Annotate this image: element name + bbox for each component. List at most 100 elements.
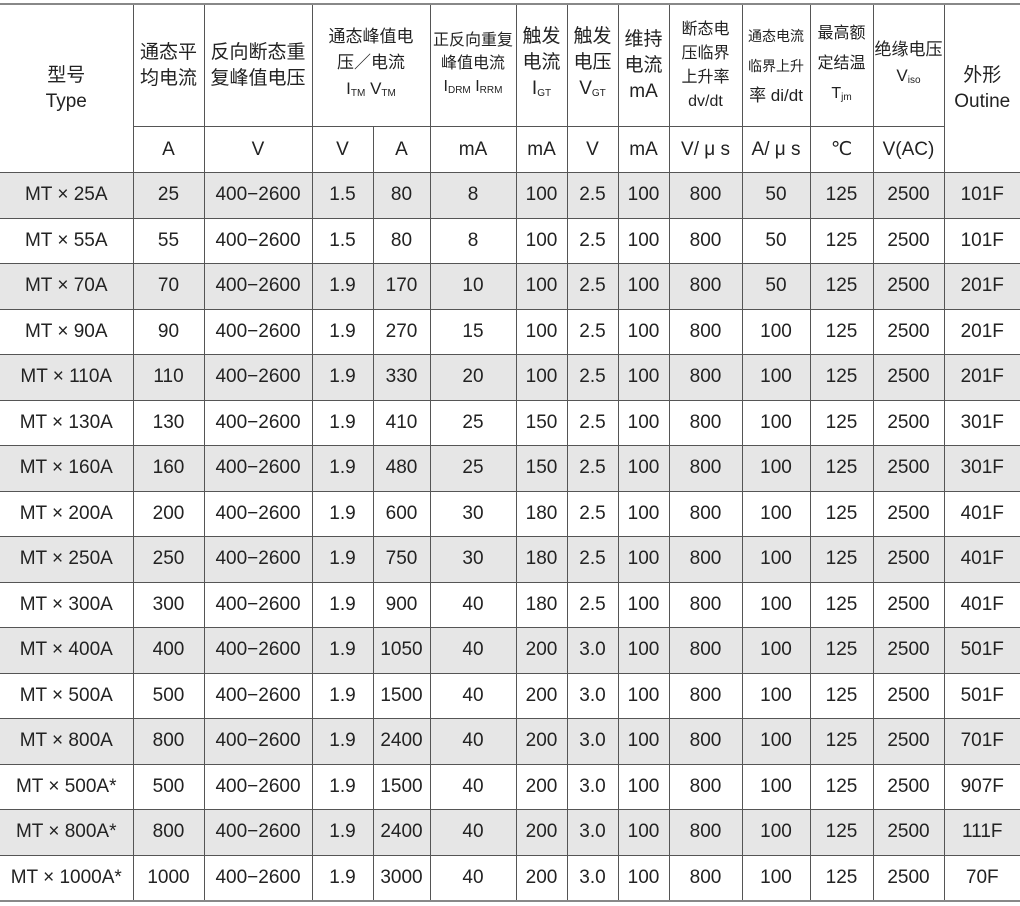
value-cell: 400−2600 — [203, 263, 313, 310]
value-cell: 501F — [943, 627, 1020, 674]
value-cell: 2.5 — [566, 399, 619, 446]
value-cell: 125 — [809, 354, 874, 401]
model-cell: MT × 500A* — [0, 763, 134, 810]
value-cell: 401F — [943, 581, 1020, 628]
unit-cell: A — [133, 126, 205, 173]
model-cell: MT × 25A — [0, 172, 134, 219]
value-cell: 100 — [741, 581, 811, 628]
value-cell: 250 — [132, 536, 205, 583]
unit-cell: ℃ — [809, 126, 874, 173]
model-cell: MT × 110A — [0, 354, 134, 401]
value-cell: 90 — [132, 308, 205, 355]
value-cell: 200 — [132, 490, 205, 537]
value-cell: 400−2600 — [203, 490, 313, 537]
unit-cell: mA — [617, 126, 670, 173]
value-cell: 800 — [668, 172, 743, 219]
value-cell: 70 — [132, 263, 205, 310]
value-cell: 1.5 — [311, 172, 374, 219]
value-cell: 1.9 — [311, 263, 374, 310]
value-cell: 100 — [617, 263, 670, 310]
value-cell: 800 — [668, 217, 743, 264]
value-cell: 125 — [809, 809, 874, 856]
value-cell: 40 — [429, 627, 517, 674]
value-cell: 750 — [372, 536, 431, 583]
value-cell: 100 — [617, 354, 670, 401]
header-max-junction-temp: 最高额定结温 Tjm — [809, 3, 874, 127]
value-cell: 30 — [429, 536, 517, 583]
value-cell: 400−2600 — [203, 217, 313, 264]
value-cell: 2500 — [872, 718, 945, 765]
table-row: MT × 1000A* 1000 400−2600 1.9 3000 40 200 3.0 10… — [0, 854, 1020, 902]
value-cell: 410 — [372, 399, 431, 446]
value-cell: 800 — [668, 308, 743, 355]
value-cell: 1000 — [132, 854, 205, 902]
value-cell: 100 — [515, 354, 568, 401]
value-cell: 125 — [809, 536, 874, 583]
table-row: MT × 130A 130 400−2600 1.9 410 25 150 2.5 100 800… — [0, 399, 1020, 446]
value-cell: 3.0 — [566, 854, 619, 902]
value-cell: 125 — [809, 308, 874, 355]
value-cell: 2.5 — [566, 490, 619, 537]
value-cell: 400−2600 — [203, 809, 313, 856]
table-row: MT × 70A 70 400−2600 1.9 170 10 100 2.5 100 800 50… — [0, 263, 1020, 310]
value-cell: 800 — [668, 399, 743, 446]
unit-cell: V — [203, 126, 313, 173]
value-cell: 401F — [943, 490, 1020, 537]
value-cell: 40 — [429, 854, 517, 902]
value-cell: 125 — [809, 763, 874, 810]
value-cell: 100 — [741, 672, 811, 719]
value-cell: 25 — [429, 399, 517, 446]
value-cell: 800 — [668, 809, 743, 856]
value-cell: 2500 — [872, 354, 945, 401]
value-cell: 125 — [809, 854, 874, 902]
value-cell: 400−2600 — [203, 672, 313, 719]
value-cell: 2500 — [872, 854, 945, 902]
value-cell: 400−2600 — [203, 354, 313, 401]
value-cell: 2500 — [872, 263, 945, 310]
value-cell: 80 — [372, 217, 431, 264]
value-cell: 130 — [132, 399, 205, 446]
value-cell: 125 — [809, 627, 874, 674]
table-row: MT × 500A 500 400−2600 1.9 1500 40 200 3.0 100 80… — [0, 672, 1020, 719]
header-reverse-voltage: 反向断态重复峰值电压 — [203, 3, 313, 127]
value-cell: 800 — [132, 718, 205, 765]
value-cell: 1.9 — [311, 809, 374, 856]
unit-cell: A/ μ s — [741, 126, 811, 173]
value-cell: 2.5 — [566, 354, 619, 401]
value-cell: 111F — [943, 809, 1020, 856]
value-cell: 1500 — [372, 672, 431, 719]
value-cell: 800 — [668, 672, 743, 719]
value-cell: 125 — [809, 217, 874, 264]
value-cell: 401F — [943, 536, 1020, 583]
header-trigger-voltage: 触发电压 VGT — [566, 3, 619, 127]
value-cell: 40 — [429, 672, 517, 719]
value-cell: 2500 — [872, 399, 945, 446]
model-cell: MT × 130A — [0, 399, 134, 446]
value-cell: 1.9 — [311, 354, 374, 401]
value-cell: 125 — [809, 172, 874, 219]
value-cell: 100 — [617, 763, 670, 810]
value-cell: 1500 — [372, 763, 431, 810]
value-cell: 100 — [741, 854, 811, 902]
value-cell: 100 — [741, 399, 811, 446]
value-cell: 180 — [515, 581, 568, 628]
value-cell: 907F — [943, 763, 1020, 810]
model-cell: MT × 200A — [0, 490, 134, 537]
value-cell: 330 — [372, 354, 431, 401]
value-cell: 480 — [372, 445, 431, 492]
value-cell: 300 — [132, 581, 205, 628]
value-cell: 101F — [943, 217, 1020, 264]
table-row: MT × 300A 300 400−2600 1.9 900 40 180 2.5 100 800… — [0, 581, 1020, 628]
value-cell: 100 — [617, 399, 670, 446]
value-cell: 1.9 — [311, 627, 374, 674]
value-cell: 800 — [668, 718, 743, 765]
value-cell: 40 — [429, 763, 517, 810]
thyristor-spec-table: 型号 Type 通态平均电流 反向断态重复峰值电压 通态峰值电压／电流 ITM VT… — [0, 3, 1020, 902]
value-cell: 1.9 — [311, 445, 374, 492]
value-cell: 110 — [132, 354, 205, 401]
value-cell: 1.9 — [311, 718, 374, 765]
value-cell: 800 — [668, 627, 743, 674]
value-cell: 20 — [429, 354, 517, 401]
value-cell: 160 — [132, 445, 205, 492]
header-outline: 外形 Outine — [943, 3, 1020, 173]
